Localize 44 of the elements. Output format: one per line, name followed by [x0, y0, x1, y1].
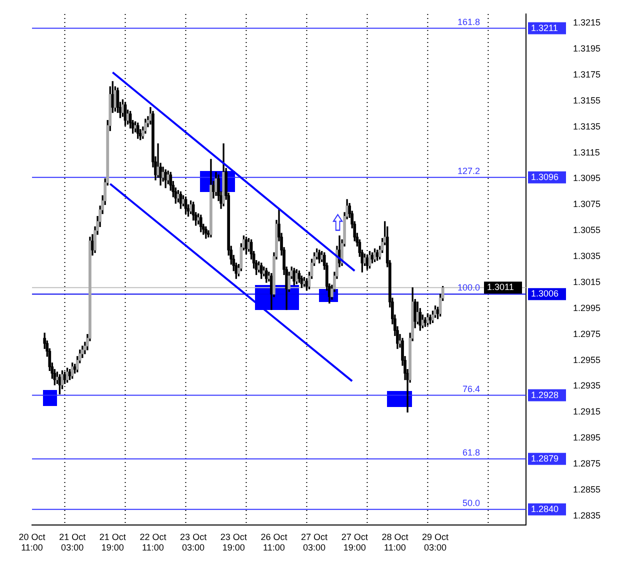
x-tick-label: 26 Oct 11:00 — [260, 532, 288, 553]
y-tick-label: 1.2955 — [573, 354, 601, 365]
y-tick-label: 1.3175 — [573, 69, 601, 80]
ref-line-label: 1.3011 — [487, 282, 514, 292]
x-tick-label: 21 Oct 19:00 — [99, 532, 126, 553]
x-tick-label: 28 Oct 11:00 — [382, 532, 409, 553]
annotation: 61.8 — [462, 447, 480, 458]
y-tick-label: 1.3195 — [573, 44, 601, 54]
y-tick-label: 1.3135 — [573, 121, 601, 132]
y-tick-label: 1.2835 — [573, 510, 601, 520]
y-tick-label: 1.2875 — [573, 458, 601, 469]
x-tick-label: 23 Oct 03:00 — [180, 532, 208, 553]
y-tick-label: 1.3155 — [573, 95, 601, 106]
y-tick-label: 1.3035 — [573, 251, 601, 262]
y-tick-label: 1.3015 — [573, 276, 601, 287]
x-tick-label: 22 Oct 11:00 — [140, 532, 167, 553]
annotation: 161.8 — [457, 16, 480, 27]
x-tick-label: 27 Oct 03:00 — [301, 532, 328, 553]
y-tick-label: 1.2915 — [573, 406, 601, 417]
y-tick-label: 1.2935 — [573, 380, 601, 391]
annotation: 76.4 — [462, 384, 480, 394]
ref-line-label: 1.3096 — [531, 172, 559, 182]
y-tick-label: 1.3075 — [573, 199, 601, 210]
x-tick-label: 29 Oct 03:00 — [422, 532, 450, 553]
annotation: 100.0 — [457, 282, 480, 293]
ref-line-label: 1.2840 — [531, 504, 559, 514]
y-tick-label: 1.2975 — [573, 328, 601, 339]
annotation: 50.0 — [462, 498, 480, 508]
x-tick-label: 21 Oct 03:00 — [59, 532, 86, 553]
x-tick-label: 20 Oct 11:00 — [18, 532, 46, 553]
y-tick-label: 1.2995 — [573, 302, 601, 313]
y-tick-label: 1.3055 — [573, 225, 601, 236]
x-tick-label: 23 Oct 19:00 — [220, 532, 248, 553]
ref-line-label: 1.2879 — [531, 453, 559, 464]
ref-line-label: 1.2928 — [531, 390, 559, 400]
ref-line-label: 1.3211 — [531, 22, 558, 33]
x-tick-label: 27 Oct 19:00 — [341, 532, 368, 553]
y-tick-label: 1.3115 — [573, 147, 600, 158]
y-tick-label: 1.2855 — [573, 484, 601, 494]
y-tick-label: 1.3095 — [573, 173, 601, 184]
annotation: 127.2 — [457, 166, 480, 176]
ref-line-label: 1.3006 — [531, 288, 559, 299]
y-tick-label: 1.3215 — [573, 18, 601, 28]
y-tick-label: 1.2895 — [573, 432, 601, 443]
